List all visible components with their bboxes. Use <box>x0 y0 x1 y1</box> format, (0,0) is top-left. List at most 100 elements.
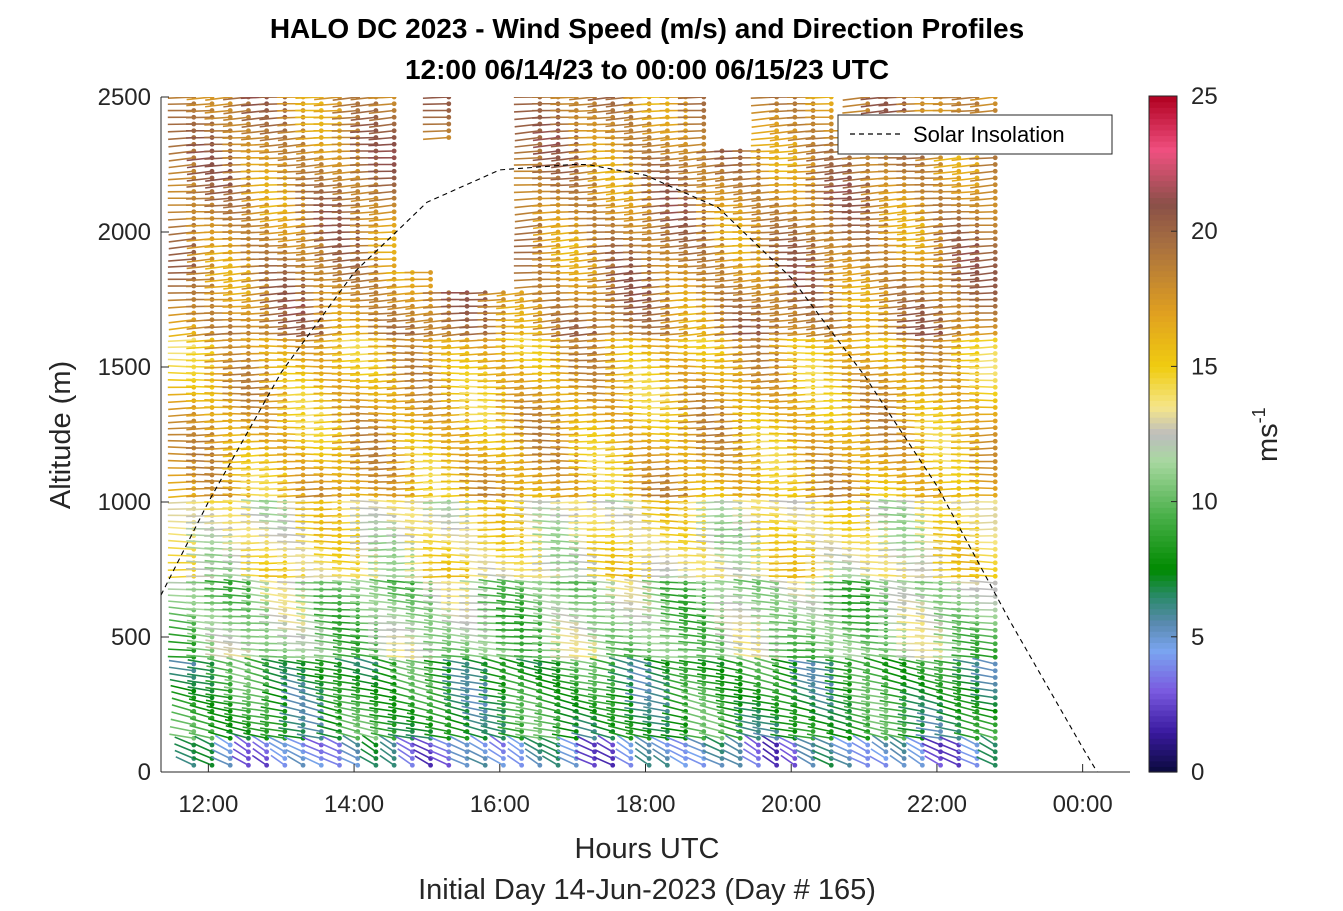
wind-barb-shaft <box>168 251 194 256</box>
wind-barb-shaft <box>278 665 304 672</box>
wind-barb-shaft <box>299 704 322 713</box>
wind-barb-point <box>373 742 379 748</box>
wind-barb-shaft <box>258 325 285 329</box>
wind-barb-point <box>282 600 288 606</box>
wind-barb-point <box>209 695 215 701</box>
wind-barb-point <box>628 688 634 694</box>
wind-barb-point <box>482 681 488 687</box>
wind-barb-point <box>264 600 270 606</box>
wind-barb-shaft <box>296 244 322 250</box>
wind-barb-point <box>519 762 525 768</box>
wind-barb-point <box>464 702 470 707</box>
wind-barb-point <box>227 283 233 289</box>
wind-barb-shaft <box>441 440 468 443</box>
wind-barb-point <box>318 675 324 680</box>
wind-barb-shaft <box>205 653 231 659</box>
wind-barb-shaft <box>186 163 213 169</box>
wind-barb-point <box>592 735 597 741</box>
wind-barb-shaft <box>550 655 577 659</box>
wind-barb-shaft <box>296 156 322 162</box>
wind-barb-shaft <box>259 129 285 135</box>
wind-barb-shaft <box>295 231 322 236</box>
wind-barb-point <box>246 756 251 761</box>
wind-barb-shaft <box>277 406 304 411</box>
wind-barb-point <box>391 749 397 755</box>
wind-barb-shaft <box>222 372 249 377</box>
wind-barb-shaft <box>277 642 304 645</box>
wind-barb-shaft <box>240 460 267 465</box>
wind-barb-shaft <box>586 210 613 214</box>
wind-barb-point <box>264 135 270 140</box>
wind-barb-shaft <box>495 622 522 625</box>
wind-barb-shaft <box>204 594 231 598</box>
wind-barb-point <box>355 688 361 694</box>
wind-barb-shaft <box>205 271 231 277</box>
wind-barb-shaft <box>186 440 213 443</box>
wind-barb-point <box>501 756 506 761</box>
wind-barb-point <box>391 216 397 221</box>
wind-barb-shaft <box>241 720 267 726</box>
wind-barb-shaft <box>186 244 213 250</box>
wind-barb-shaft <box>168 619 194 625</box>
wind-barb-shaft <box>586 453 613 457</box>
wind-barb-shaft <box>349 507 376 510</box>
wind-barb-point <box>209 641 215 647</box>
wind-barb-shaft <box>241 305 267 310</box>
wind-barb-point <box>592 661 597 667</box>
wind-barb-shaft <box>259 217 285 223</box>
wind-barb-shaft <box>278 612 304 618</box>
wind-barb-point <box>573 688 579 694</box>
wind-barb-point <box>300 661 306 667</box>
wind-barb-shaft <box>193 742 213 753</box>
wind-barb-point <box>610 735 616 741</box>
wind-barb-point <box>227 270 233 275</box>
wind-barb-shaft <box>241 291 267 297</box>
wind-barb-shaft <box>241 136 267 141</box>
wind-barb-shaft <box>241 298 267 304</box>
wind-barb-shaft <box>186 567 213 571</box>
wind-barb-point <box>646 708 652 714</box>
wind-barb-point <box>373 756 379 761</box>
wind-barb-shaft <box>207 717 231 726</box>
wind-barbs <box>167 97 998 768</box>
wind-barb-shaft <box>186 170 213 176</box>
wind-barb-shaft <box>204 210 231 214</box>
wind-barb-shaft <box>222 460 249 464</box>
wind-barb-point <box>592 675 597 680</box>
wind-barb-shaft <box>513 487 540 491</box>
wind-barb-point <box>428 276 433 282</box>
wind-barb-point <box>391 715 397 721</box>
wind-barb-shaft <box>513 244 540 248</box>
wind-barb-shaft <box>186 109 213 113</box>
wind-barb-shaft <box>204 285 231 289</box>
wind-barb-shaft <box>258 163 285 166</box>
wind-barb-point <box>391 168 397 174</box>
wind-barb-shaft <box>277 244 304 249</box>
wind-barb-shaft <box>168 150 194 155</box>
wind-barb-point <box>482 735 488 741</box>
wind-barb-shaft <box>477 608 504 611</box>
wind-barb-point <box>592 702 597 707</box>
wind-barb-shaft <box>240 614 267 618</box>
wind-barb-shaft <box>259 291 285 297</box>
wind-barb-shaft <box>258 399 285 403</box>
wind-barb-point <box>246 762 251 768</box>
wind-barb-shaft <box>568 581 595 584</box>
wind-barb-shaft <box>223 706 249 713</box>
wind-barb-shaft <box>261 658 286 665</box>
wind-barb-point <box>391 189 397 194</box>
wind-barb-shaft <box>241 217 267 222</box>
wind-barb-point <box>282 708 288 714</box>
wind-barb-shaft <box>240 312 267 316</box>
wind-barb-point <box>227 702 233 707</box>
wind-barb-shaft <box>204 574 231 578</box>
wind-barb-point <box>191 661 197 667</box>
wind-barb-shaft <box>167 183 194 187</box>
wind-barb-point <box>537 661 543 667</box>
wind-barb-shaft <box>302 749 322 760</box>
wind-barb-point <box>391 236 397 242</box>
wind-barb-shaft <box>167 97 194 100</box>
wind-barb-point <box>537 708 543 714</box>
wind-barb-shaft <box>297 678 322 686</box>
wind-barb-shaft <box>422 102 449 106</box>
